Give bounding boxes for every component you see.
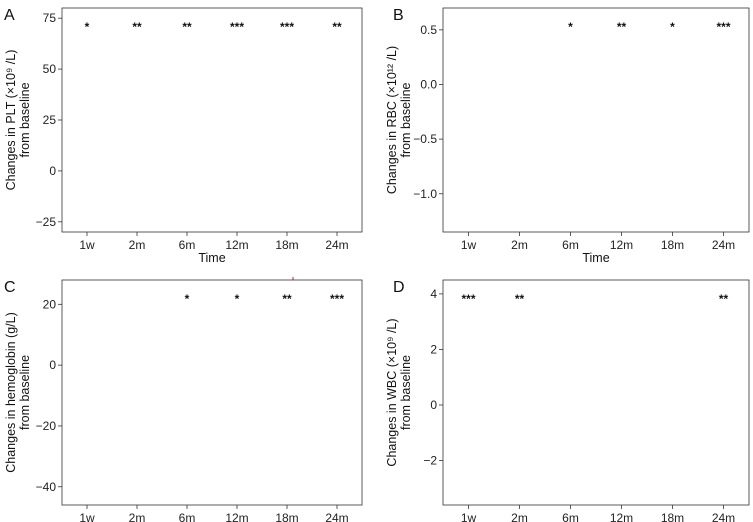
panel-a-y-axis-subtitle: from baseline xyxy=(18,82,32,157)
panel-a-significance-marker: *** xyxy=(230,20,244,34)
panel-d-x-tick-label: 18m xyxy=(661,511,684,522)
panel-b-border xyxy=(442,7,750,233)
panel-b-x-tick-label: 2m xyxy=(511,238,528,252)
panel-c-y-axis-title: Changes in hemoglobin (g/L) xyxy=(4,312,18,473)
panel-a-significance-marker: * xyxy=(85,20,90,34)
panel-b-x-tick-label: 24m xyxy=(712,238,735,252)
panel-b-significance-marker: ** xyxy=(617,20,627,34)
panel-b-y-axis-title: Changes in RBC (×10¹² /L) xyxy=(385,46,399,194)
panel-c-y-tick-label: −40 xyxy=(36,480,57,494)
panel-c-significance-marker: *** xyxy=(330,292,344,306)
panel-c-tag: C xyxy=(4,279,16,296)
panel-a-significance-marker: *** xyxy=(280,20,294,34)
panel-b-y-tick-label: −1.0 xyxy=(413,187,437,201)
panel-a-y-axis-title: Changes in PLT (×10⁹ /L) xyxy=(4,50,18,191)
panel-a-x-tick-label: 1w xyxy=(79,238,95,252)
panel-a-x-tick-label: 2m xyxy=(129,238,146,252)
panel-c-x-tick-label: 18m xyxy=(275,511,298,522)
panel-b-y-axis-subtitle: from baseline xyxy=(399,82,413,157)
panel-d-x-tick-label: 2m xyxy=(511,511,528,522)
panel-a-significance-marker: ** xyxy=(332,20,342,34)
panel-a-x-tick-label: 24m xyxy=(325,238,348,252)
panel-a-significance-marker: ** xyxy=(132,20,142,34)
panel-c: −40−200201w2m6m12m18m24m*******TimeChang… xyxy=(4,276,363,522)
panel-c-x-tick-label: 24m xyxy=(325,511,348,522)
panel-d-y-axis-subtitle: from baseline xyxy=(399,355,413,430)
panel-c-x-tick-label: 6m xyxy=(179,511,196,522)
panel-c-x-tick-label: 1w xyxy=(79,511,95,522)
panel-b-significance-marker: * xyxy=(568,20,573,34)
panel-a-y-tick-label: 0 xyxy=(49,164,56,178)
panel-a-x-axis-title: Time xyxy=(198,251,225,265)
panel-a-x-tick-label: 18m xyxy=(275,238,298,252)
panel-a-x-tick-label: 12m xyxy=(225,238,248,252)
panel-c-x-tick-label: 12m xyxy=(225,511,248,522)
panel-b: −1.0−0.50.00.51w 2m 6m 12m 18m 24m* ** * ***Time… xyxy=(385,7,750,265)
panel-c-y-tick-label: 20 xyxy=(43,297,57,311)
panel-b-x-tick-label: 12m xyxy=(610,238,633,252)
panel-a-border xyxy=(61,7,363,233)
panel-c-significance-marker: ** xyxy=(282,292,292,306)
panel-a-y-tick-label: 75 xyxy=(43,11,57,25)
panel-b-x-tick-label: 6m xyxy=(562,238,579,252)
panel-a-tag: A xyxy=(4,7,15,24)
panel-d-x-tick-label: 1w xyxy=(461,511,477,522)
panel-a-x-tick-label: 6m xyxy=(179,238,196,252)
panel-c-significance-marker: * xyxy=(235,292,240,306)
panel-b-y-tick-label: 0.0 xyxy=(420,77,437,91)
panel-d-x-tick-label: 24m xyxy=(712,511,735,522)
panel-d-y-tick-label: 2 xyxy=(430,342,437,356)
panel-a-y-tick-label: −25 xyxy=(36,215,57,229)
panel-d-significance-marker: ** xyxy=(515,292,525,306)
panel-d-tag: D xyxy=(393,279,405,296)
panel-a-y-tick-label: 50 xyxy=(43,62,57,76)
panel-b-significance-marker: *** xyxy=(716,20,730,34)
panel-b-x-axis-title: Time xyxy=(582,251,609,265)
panel-c-y-tick-label: −20 xyxy=(36,419,57,433)
panel-d-y-axis-title: Changes in WBC (×10⁹ /L) xyxy=(385,318,399,466)
panel-c-y-tick-label: 0 xyxy=(49,358,56,372)
panel-a-y-tick-label: 25 xyxy=(43,113,57,127)
panel-c-x-tick-label: 2m xyxy=(129,511,146,522)
panel-d-x-tick-label: 6m xyxy=(562,511,579,522)
panel-d-y-tick-label: −2 xyxy=(423,454,437,468)
panel-d-border xyxy=(442,279,750,506)
panel-c-y-axis-subtitle: from baseline xyxy=(18,355,32,430)
panel-d-y-tick-label: 0 xyxy=(430,398,437,412)
panel-b-y-tick-label: −0.5 xyxy=(413,132,437,146)
panel-b-y-tick-label: 0.5 xyxy=(420,23,437,37)
panel-d-x-tick-label: 12m xyxy=(610,511,633,522)
panel-b-x-tick-label: 18m xyxy=(661,238,684,252)
panel-b-x-tick-label: 1w xyxy=(461,238,477,252)
panel-b-tag: B xyxy=(393,7,404,24)
panel-d-significance-marker: *** xyxy=(461,292,475,306)
panel-c-border xyxy=(61,279,363,506)
panel-d-significance-marker: ** xyxy=(719,292,729,306)
panel-a-significance-marker: ** xyxy=(182,20,192,34)
panel-c-significance-marker: * xyxy=(185,292,190,306)
panel-b-significance-marker: * xyxy=(670,20,675,34)
panel-d-y-tick-label: 4 xyxy=(430,287,437,301)
